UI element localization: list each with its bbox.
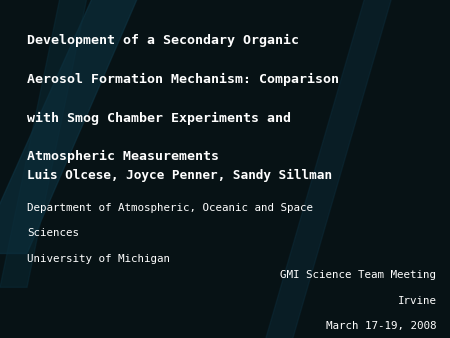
Text: Development of a Secondary Organic: Development of a Secondary Organic <box>27 34 299 47</box>
Polygon shape <box>261 0 396 338</box>
Polygon shape <box>0 0 144 254</box>
Text: Sciences: Sciences <box>27 228 79 238</box>
Text: Department of Atmospheric, Oceanic and Space: Department of Atmospheric, Oceanic and S… <box>27 203 313 213</box>
Text: March 17-19, 2008: March 17-19, 2008 <box>326 321 436 331</box>
Text: GMI Science Team Meeting: GMI Science Team Meeting <box>280 270 436 281</box>
Polygon shape <box>0 0 90 287</box>
Text: University of Michigan: University of Michigan <box>27 254 170 264</box>
Text: with Smog Chamber Experiments and: with Smog Chamber Experiments and <box>27 112 291 125</box>
Text: Luis Olcese, Joyce Penner, Sandy Sillman: Luis Olcese, Joyce Penner, Sandy Sillman <box>27 169 332 182</box>
Text: Irvine: Irvine <box>397 296 436 306</box>
Text: Atmospheric Measurements: Atmospheric Measurements <box>27 150 219 164</box>
Text: Aerosol Formation Mechanism: Comparison: Aerosol Formation Mechanism: Comparison <box>27 73 339 86</box>
